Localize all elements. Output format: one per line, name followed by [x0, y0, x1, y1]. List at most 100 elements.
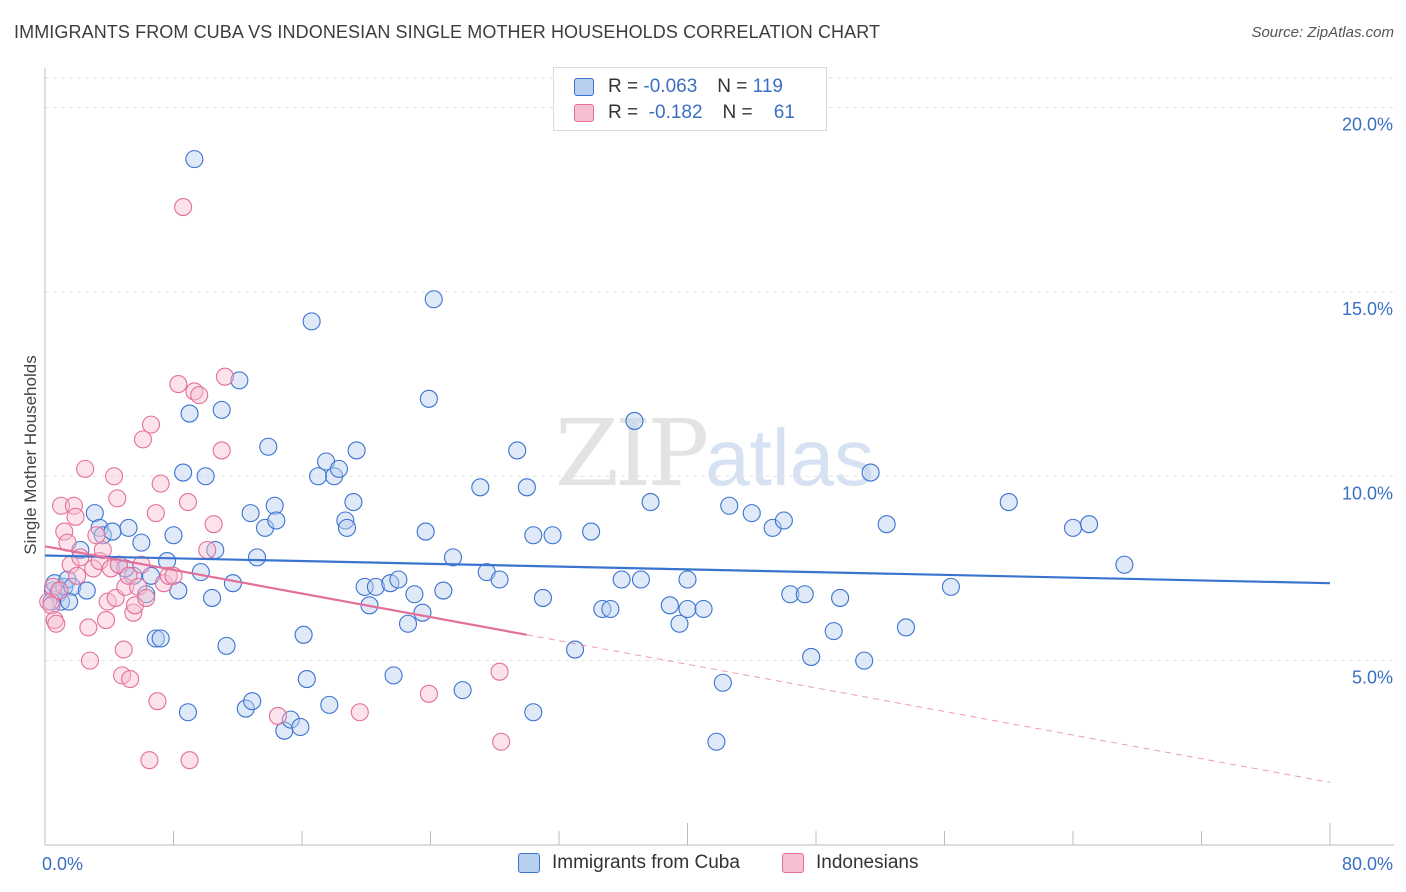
data-point [140, 751, 159, 770]
bottom-legend-swatch-cuba [518, 853, 540, 873]
data-point [79, 618, 98, 637]
y-tick-label: 10.0% [1342, 483, 1393, 503]
data-point [625, 411, 644, 430]
data-point [781, 585, 800, 604]
data-point [413, 603, 432, 622]
axes [44, 68, 1394, 846]
data-point [774, 511, 793, 530]
data-point [855, 651, 874, 670]
data-point [443, 548, 463, 567]
y-tick-label: 20.0% [1342, 115, 1393, 135]
data-point [119, 518, 138, 537]
data-point [601, 599, 620, 619]
data-point [180, 751, 199, 770]
data-point [336, 511, 355, 530]
data-point [802, 647, 821, 666]
data-point [204, 515, 223, 534]
data-point [1063, 518, 1083, 537]
legend-swatch-indonesians [574, 104, 594, 122]
data-point [103, 522, 122, 541]
data-point [114, 640, 133, 659]
data-point [243, 692, 262, 711]
data-point [80, 651, 100, 670]
data-point [641, 493, 660, 512]
data-point [180, 404, 199, 423]
legend-r-value: -0.063 [643, 76, 698, 97]
data-point [116, 577, 135, 596]
data-point [1080, 515, 1099, 534]
legend-r-label: R = [608, 102, 639, 123]
data-point [713, 673, 732, 692]
data-point [492, 732, 511, 751]
legend-r-value: -0.182 [648, 102, 703, 123]
data-point [259, 437, 278, 456]
data-point [215, 367, 234, 386]
data-point [419, 389, 438, 408]
legend-row-cuba: R = -0.063 N = 119 [574, 75, 783, 99]
data-point [96, 611, 116, 630]
data-point [174, 463, 193, 482]
legend-n-label: N = [722, 102, 753, 123]
data-point [694, 599, 713, 619]
series-indonesians-points [39, 198, 511, 770]
data-point [151, 629, 170, 648]
data-point [133, 430, 153, 449]
series-cuba-points [42, 150, 1134, 751]
data-point [742, 504, 761, 523]
data-point [76, 459, 95, 478]
data-point [291, 717, 310, 737]
data-point [137, 588, 156, 607]
chart-title: IMMIGRANTS FROM CUBA VS INDONESIAN SINGL… [14, 22, 881, 42]
data-point [141, 415, 161, 434]
source-label: Source: ZipAtlas.com [1251, 24, 1394, 41]
legend-row-indonesians: R = -0.182 N = 61 [574, 101, 795, 125]
data-point [265, 496, 284, 515]
data-point [164, 526, 183, 545]
data-point [384, 666, 403, 685]
watermark: ZIPatlas [555, 400, 874, 507]
data-point [350, 703, 369, 722]
data-point [169, 375, 188, 394]
x-tick-label-max: 80.0% [1342, 854, 1393, 874]
data-point [517, 478, 536, 497]
legend-r-label: R = [608, 76, 639, 97]
data-point [389, 570, 408, 589]
trend-line-indonesians-extrapolated [526, 634, 1331, 783]
data-point [941, 577, 960, 596]
data-point [108, 489, 127, 508]
bottom-legend-label-cuba: Immigrants from Cuba [552, 852, 740, 873]
data-point [212, 400, 231, 419]
trend-lines [44, 545, 1331, 783]
watermark-atlas: atlas [705, 413, 875, 502]
data-point [896, 618, 916, 637]
data-point [453, 681, 472, 700]
data-point [55, 522, 74, 541]
data-point [582, 522, 601, 541]
data-point [267, 511, 286, 530]
data-point [831, 588, 850, 607]
grid-lines [45, 77, 1394, 662]
data-point [203, 588, 222, 607]
legend-n-label: N = [717, 76, 748, 97]
data-point [198, 540, 217, 560]
data-point [294, 625, 313, 644]
data-point [174, 198, 193, 217]
data-point [50, 581, 69, 600]
data-point [344, 493, 363, 512]
data-point [524, 526, 543, 545]
data-point [999, 493, 1018, 512]
data-point [347, 441, 366, 460]
data-point [196, 467, 215, 486]
legend-box: R = -0.063 N = 119 R = -0.182 N = 61 [553, 67, 827, 131]
data-point [533, 588, 552, 607]
data-point [247, 548, 267, 567]
data-point [419, 684, 438, 703]
data-point [146, 504, 165, 523]
data-point [543, 526, 562, 545]
watermark-zip: ZIP [555, 400, 709, 507]
legend-n-value: 119 [752, 76, 783, 97]
data-point [670, 614, 689, 633]
data-point [524, 703, 543, 722]
data-point [424, 290, 443, 309]
